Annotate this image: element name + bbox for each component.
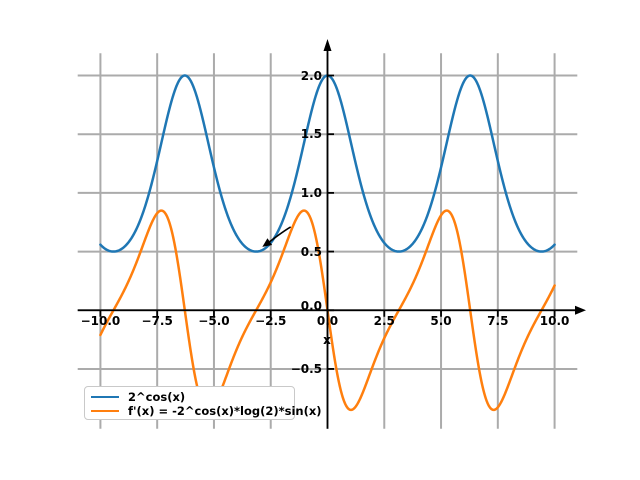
x-tick-label: −5.0 <box>198 314 230 328</box>
y-axis-arrowhead <box>323 39 332 51</box>
y-tick-label: 2.0 <box>300 68 322 83</box>
x-tick-label: 7.5 <box>487 314 509 328</box>
legend: 2^cos(x) f'(x) = -2^cos(x)*log(2)*sin(x) <box>84 386 322 420</box>
y-tick-label: 0.5 <box>300 244 322 259</box>
legend-label: f'(x) = -2^cos(x)*log(2)*sin(x) <box>128 404 322 418</box>
legend-line-sample <box>91 396 119 398</box>
legend-line-sample <box>91 410 119 412</box>
x-tick-label: 10.0 <box>539 314 570 328</box>
x-tick-label: −2.5 <box>255 314 287 328</box>
legend-label: 2^cos(x) <box>128 390 186 404</box>
x-tick-label: −10.0 <box>80 314 121 328</box>
y-tick-label: 1.5 <box>300 127 322 142</box>
x-axis-arrowhead <box>575 305 586 315</box>
arrow-head <box>262 238 273 247</box>
y-tick-label: 1.0 <box>300 185 322 200</box>
arrow-shaft <box>269 226 292 243</box>
x-tick-label: 2.5 <box>373 314 395 328</box>
x-tick-label: −7.5 <box>141 314 173 328</box>
y-tick-label: −0.5 <box>290 361 322 376</box>
x-tick-label: 0.0 <box>316 314 339 328</box>
legend-item: f'(x) = -2^cos(x)*log(2)*sin(x) <box>91 404 322 418</box>
annotation-arrow <box>262 226 292 247</box>
x-tick-label: 5.0 <box>430 314 452 328</box>
legend-item: 2^cos(x) <box>91 390 286 404</box>
y-tick-label: 0.0 <box>300 299 322 314</box>
axes <box>77 39 586 429</box>
x-axis-label: x <box>323 333 331 347</box>
